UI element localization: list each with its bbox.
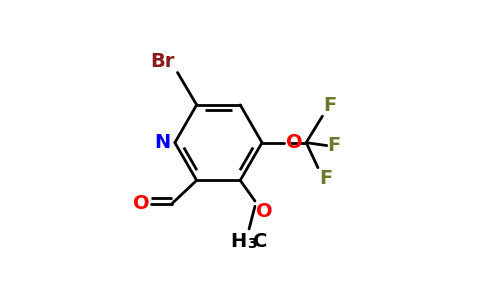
- Text: F: F: [328, 136, 341, 155]
- Text: 3: 3: [247, 237, 257, 251]
- Text: Br: Br: [150, 52, 175, 71]
- Text: O: O: [286, 133, 302, 152]
- Text: C: C: [253, 232, 267, 251]
- Text: O: O: [257, 202, 273, 220]
- Text: N: N: [154, 133, 170, 152]
- Text: O: O: [133, 194, 150, 213]
- Text: F: F: [319, 169, 332, 188]
- Text: H: H: [230, 232, 246, 251]
- Text: F: F: [323, 96, 336, 115]
